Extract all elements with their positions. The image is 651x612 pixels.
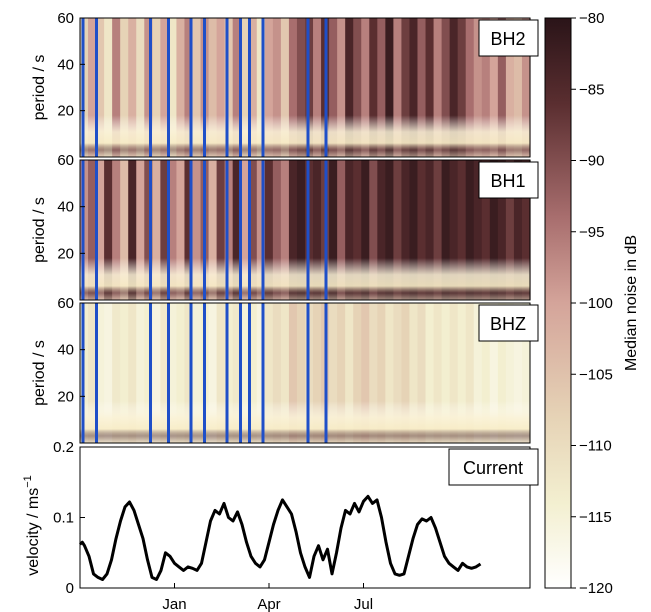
y-tick-label: 20 — [57, 103, 74, 120]
colorbar-tick-label: −100 — [579, 295, 613, 312]
colorbar-tick-label: −115 — [579, 509, 612, 526]
panel-label: BH2 — [490, 29, 525, 49]
x-tick-label: Apr — [257, 596, 280, 612]
y-tick-label: 20 — [57, 245, 74, 262]
panel-label-box — [478, 161, 539, 199]
panel-label: Current — [463, 458, 523, 478]
y-tick-label: 0.1 — [53, 510, 74, 527]
panel-label: BHZ — [490, 314, 526, 334]
y-tick-label: 40 — [57, 199, 74, 216]
colorbar-tick-label: −80 — [579, 10, 604, 27]
colorbar-tick-label: −110 — [579, 438, 612, 455]
panel-frame — [79, 159, 531, 301]
colorbar-ticks: −80 −85 −90 −95 −100 −105 −110 −115 −120 — [571, 10, 613, 597]
panel-label-box — [448, 448, 539, 486]
x-tick-label: Jan — [162, 596, 186, 612]
y-tick-label: 60 — [57, 295, 74, 312]
colorbar-tick-label: −90 — [579, 153, 604, 170]
panel-bh2: 20 40 60 period / s BH2 — [31, 10, 539, 158]
y-axis-label: period / s — [31, 340, 48, 406]
x-tick-label: Jul — [354, 596, 373, 612]
y-tick-label: 20 — [57, 388, 74, 405]
colorbar-label: Median noise in dB — [623, 235, 640, 371]
low-period-band — [80, 303, 530, 443]
low-period-band — [80, 160, 530, 300]
y-axis-label: period / s — [31, 197, 48, 263]
y-axis-label: velocity / ms−1 — [22, 475, 42, 576]
y-tick-label: 0 — [66, 580, 74, 597]
panel-label: BH1 — [490, 171, 525, 191]
colorbar-tick-label: −85 — [579, 81, 604, 98]
panel-frame — [79, 17, 531, 158]
panel-frame — [79, 302, 531, 444]
y-axis-label: period / s — [31, 55, 48, 121]
panel-bh1: 20 40 60 period / s BH1 — [31, 152, 539, 301]
y-tick-label: 60 — [57, 152, 74, 169]
low-period-band — [80, 18, 530, 157]
panel-bhz: 20 40 60 period / s BHZ — [31, 295, 539, 444]
y-tick-label: 60 — [57, 10, 74, 27]
colorbar-tick-label: −120 — [579, 580, 613, 597]
y-tick-label: 0.2 — [53, 439, 74, 456]
current-velocity-line — [78, 494, 482, 581]
y-tick-label: 40 — [57, 342, 74, 359]
colorbar-gradient — [544, 17, 572, 589]
panel-label-box — [478, 304, 539, 342]
panel-label-box — [478, 19, 539, 57]
colorbar: −80 −85 −90 −95 −100 −105 −110 −115 −120 Median … — [544, 10, 640, 597]
x-axis: Jan Apr Jul — [162, 583, 373, 612]
y-tick-label: 40 — [57, 56, 74, 73]
colorbar-tick-label: −95 — [579, 224, 604, 241]
colorbar-tick-label: −105 — [579, 366, 613, 383]
current-line-panel: 0 0.1 0.2 Current velocity / ms−1 — [22, 439, 539, 597]
